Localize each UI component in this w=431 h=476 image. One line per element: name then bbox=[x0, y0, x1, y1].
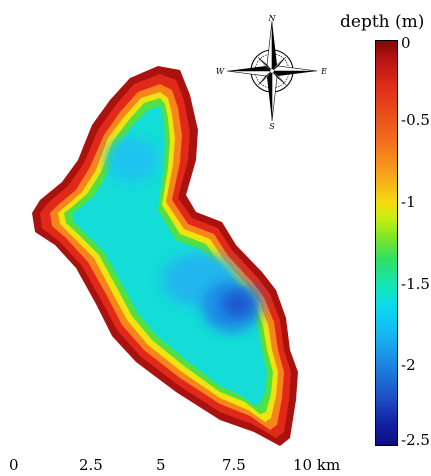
scale-label: 5 bbox=[156, 456, 166, 474]
colorbar-tick: -1 bbox=[401, 193, 416, 211]
scale-label: 0 bbox=[9, 456, 19, 474]
colorbar-tick: -2 bbox=[401, 356, 416, 374]
scale-label: 10 km bbox=[293, 456, 340, 474]
colorbar-tick: -2.5 bbox=[401, 431, 430, 449]
compass-rose: N S E W bbox=[216, 14, 327, 131]
deepest-zone bbox=[223, 291, 253, 317]
compass-south-label: S bbox=[269, 122, 275, 131]
scale-label: 7.5 bbox=[222, 456, 246, 474]
colorbar-tick: 0 bbox=[401, 34, 411, 52]
colorbar bbox=[375, 40, 398, 446]
scale-label: 2.5 bbox=[79, 456, 103, 474]
deep-zone-north bbox=[106, 138, 158, 182]
compass-north-label: N bbox=[268, 14, 277, 23]
lake-depth-layers bbox=[32, 66, 298, 446]
colorbar-title: depth (m) bbox=[340, 12, 424, 32]
compass-west-label: W bbox=[216, 67, 225, 76]
colorbar-tick: -0.5 bbox=[401, 111, 430, 129]
colorbar-tick: -1.5 bbox=[401, 275, 430, 293]
compass-east-label: E bbox=[320, 67, 327, 76]
